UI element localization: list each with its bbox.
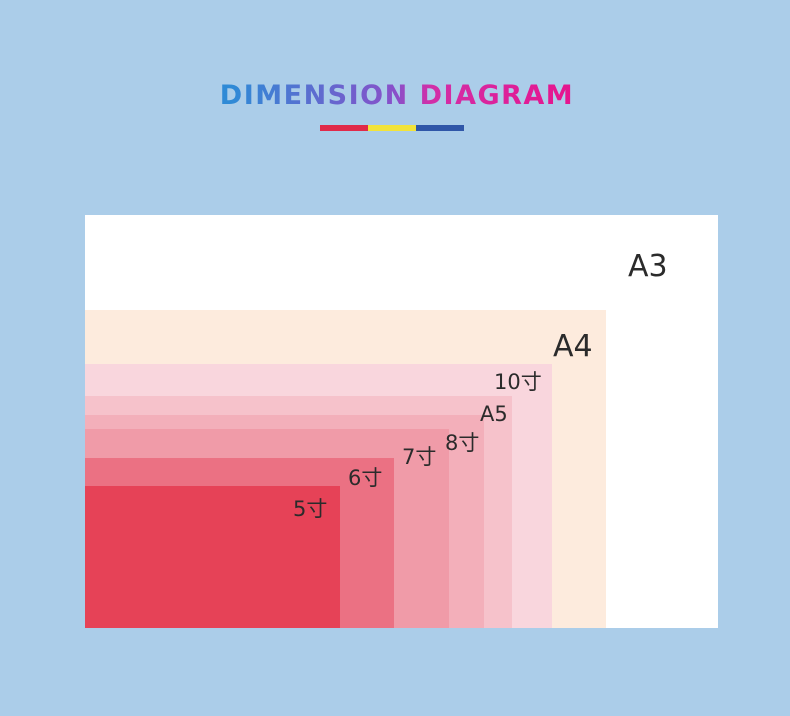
title: DIMENSION DIAGRAM [220, 80, 574, 111]
label-10: 10寸 [494, 370, 542, 394]
label-5: 5寸 [293, 497, 327, 521]
label-a3: A3 [628, 249, 668, 284]
label-a5: A5 [480, 402, 508, 426]
title-bar-red [320, 125, 368, 131]
label-7: 7寸 [402, 445, 436, 469]
label-8: 8寸 [445, 431, 479, 455]
label-6: 6寸 [348, 466, 382, 490]
label-a4: A4 [553, 329, 593, 364]
title-bar-blue [416, 125, 464, 131]
title-bar-yellow [368, 125, 416, 131]
size-5 [85, 486, 340, 628]
